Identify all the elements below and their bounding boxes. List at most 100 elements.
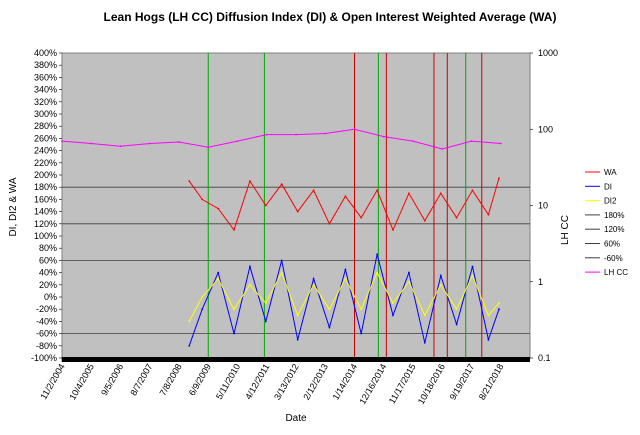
data-point: [498, 308, 500, 311]
y-tick-label: 260%: [34, 133, 57, 143]
data-point: [249, 180, 251, 183]
y2-tick-label: 0.1: [538, 353, 551, 363]
data-point: [296, 338, 299, 341]
data-point: [360, 216, 363, 219]
data-point: [392, 229, 394, 231]
y-axis-label: DI, DI2 & WA: [8, 177, 19, 236]
legend-label: DI2: [604, 197, 617, 206]
data-point: [441, 148, 444, 150]
legend-label: LH CC: [604, 268, 628, 277]
series-line-lh-cc: [61, 128, 501, 150]
data-point: [188, 344, 191, 347]
y-tick-label: 180%: [34, 182, 57, 192]
data-point: [217, 207, 220, 210]
x-tick-label: 7/8/2008: [158, 362, 184, 397]
x-tick-label: 11/17/2015: [387, 362, 418, 405]
data-point: [312, 189, 315, 192]
data-point: [217, 277, 220, 280]
data-point: [178, 141, 180, 143]
data-point: [233, 308, 235, 311]
x-tick-label: 3/13/2012: [272, 362, 301, 402]
data-point: [360, 308, 363, 311]
data-point: [423, 314, 426, 317]
x-tick-label: 8/21/2018: [477, 362, 506, 402]
x-tick-label: 10/4/2005: [67, 362, 96, 402]
data-point: [487, 213, 490, 216]
y2-tick-label: 1000: [538, 48, 558, 58]
x-axis-band: [62, 357, 530, 362]
data-point: [280, 271, 283, 274]
data-point: [328, 326, 331, 329]
data-point: [201, 296, 204, 298]
x-tick-label: 12/16/2014: [357, 362, 388, 406]
y-tick-label: 400%: [34, 48, 57, 58]
chart-title: Lean Hogs (LH CC) Diffusion Index (DI) &…: [104, 10, 557, 24]
data-point: [423, 341, 426, 344]
legend-label: 60%: [604, 240, 620, 249]
x-axis: 11/2/2004 10/4/2005 9/5/2006 8/7/2007 7/8/20…: [38, 358, 505, 406]
series-layer: [61, 128, 502, 347]
data-point: [471, 274, 474, 277]
data-point: [61, 140, 63, 143]
data-point: [233, 332, 235, 335]
data-point: [280, 183, 283, 186]
data-point: [353, 128, 356, 131]
data-point: [423, 219, 426, 222]
data-point: [499, 142, 502, 145]
y-tick-label: 0%: [44, 292, 57, 302]
y-tick-label: 200%: [34, 170, 57, 180]
y-tick-label: 140%: [34, 207, 57, 217]
data-point: [439, 192, 442, 195]
data-point: [295, 133, 297, 136]
data-point: [412, 140, 414, 143]
data-point: [296, 210, 299, 213]
x-tick-label: 8/7/2007: [128, 362, 154, 397]
data-point: [408, 192, 410, 195]
data-point: [392, 314, 394, 317]
data-point: [498, 177, 500, 180]
y2-tick-label: 10: [538, 201, 548, 211]
data-point: [470, 140, 473, 143]
data-point: [233, 229, 235, 231]
data-point: [344, 277, 347, 280]
x-tick-label: 9/19/2017: [448, 362, 477, 402]
y-axis-right: 0.1 1 10 100 1000: [530, 48, 558, 363]
data-point: [382, 135, 385, 138]
y-tick-label: 60%: [39, 255, 57, 265]
data-point: [328, 308, 331, 311]
data-point: [455, 216, 458, 219]
data-point: [439, 283, 442, 286]
data-point: [408, 271, 410, 274]
data-point: [201, 198, 204, 201]
data-point: [376, 253, 378, 256]
data-point: [280, 259, 283, 262]
data-point: [119, 145, 122, 148]
legend: WA DI DI2 180% 120% 60% -60% LH CC: [585, 168, 628, 277]
data-point: [249, 283, 251, 286]
y2-axis-label: LH CC: [560, 215, 571, 245]
y2-tick-label: 1: [538, 277, 543, 287]
y-tick-label: -100%: [31, 353, 57, 363]
data-point: [471, 265, 474, 268]
x-tick-label: 5/11/2010: [214, 362, 242, 401]
x-tick-label: 9/5/2006: [99, 362, 125, 397]
y-tick-label: -20%: [36, 304, 57, 314]
y-tick-label: 340%: [34, 85, 57, 95]
y-tick-label: 360%: [34, 72, 57, 82]
x-tick-label: 1/14/2014: [331, 362, 360, 402]
data-point: [236, 140, 239, 143]
y-tick-label: 20%: [39, 280, 57, 290]
y-tick-label: 320%: [34, 97, 57, 107]
y-tick-label: 160%: [34, 194, 57, 204]
data-point: [188, 320, 191, 323]
y-tick-label: 300%: [34, 109, 57, 119]
y-tick-label: 220%: [34, 158, 57, 168]
data-point: [249, 265, 251, 268]
data-point: [217, 271, 220, 274]
data-point: [312, 277, 315, 280]
x-tick-label: 11/2/2004: [38, 362, 66, 401]
legend-label: DI: [604, 182, 612, 191]
data-point: [408, 280, 410, 283]
data-point: [455, 323, 458, 326]
data-point: [439, 274, 442, 277]
